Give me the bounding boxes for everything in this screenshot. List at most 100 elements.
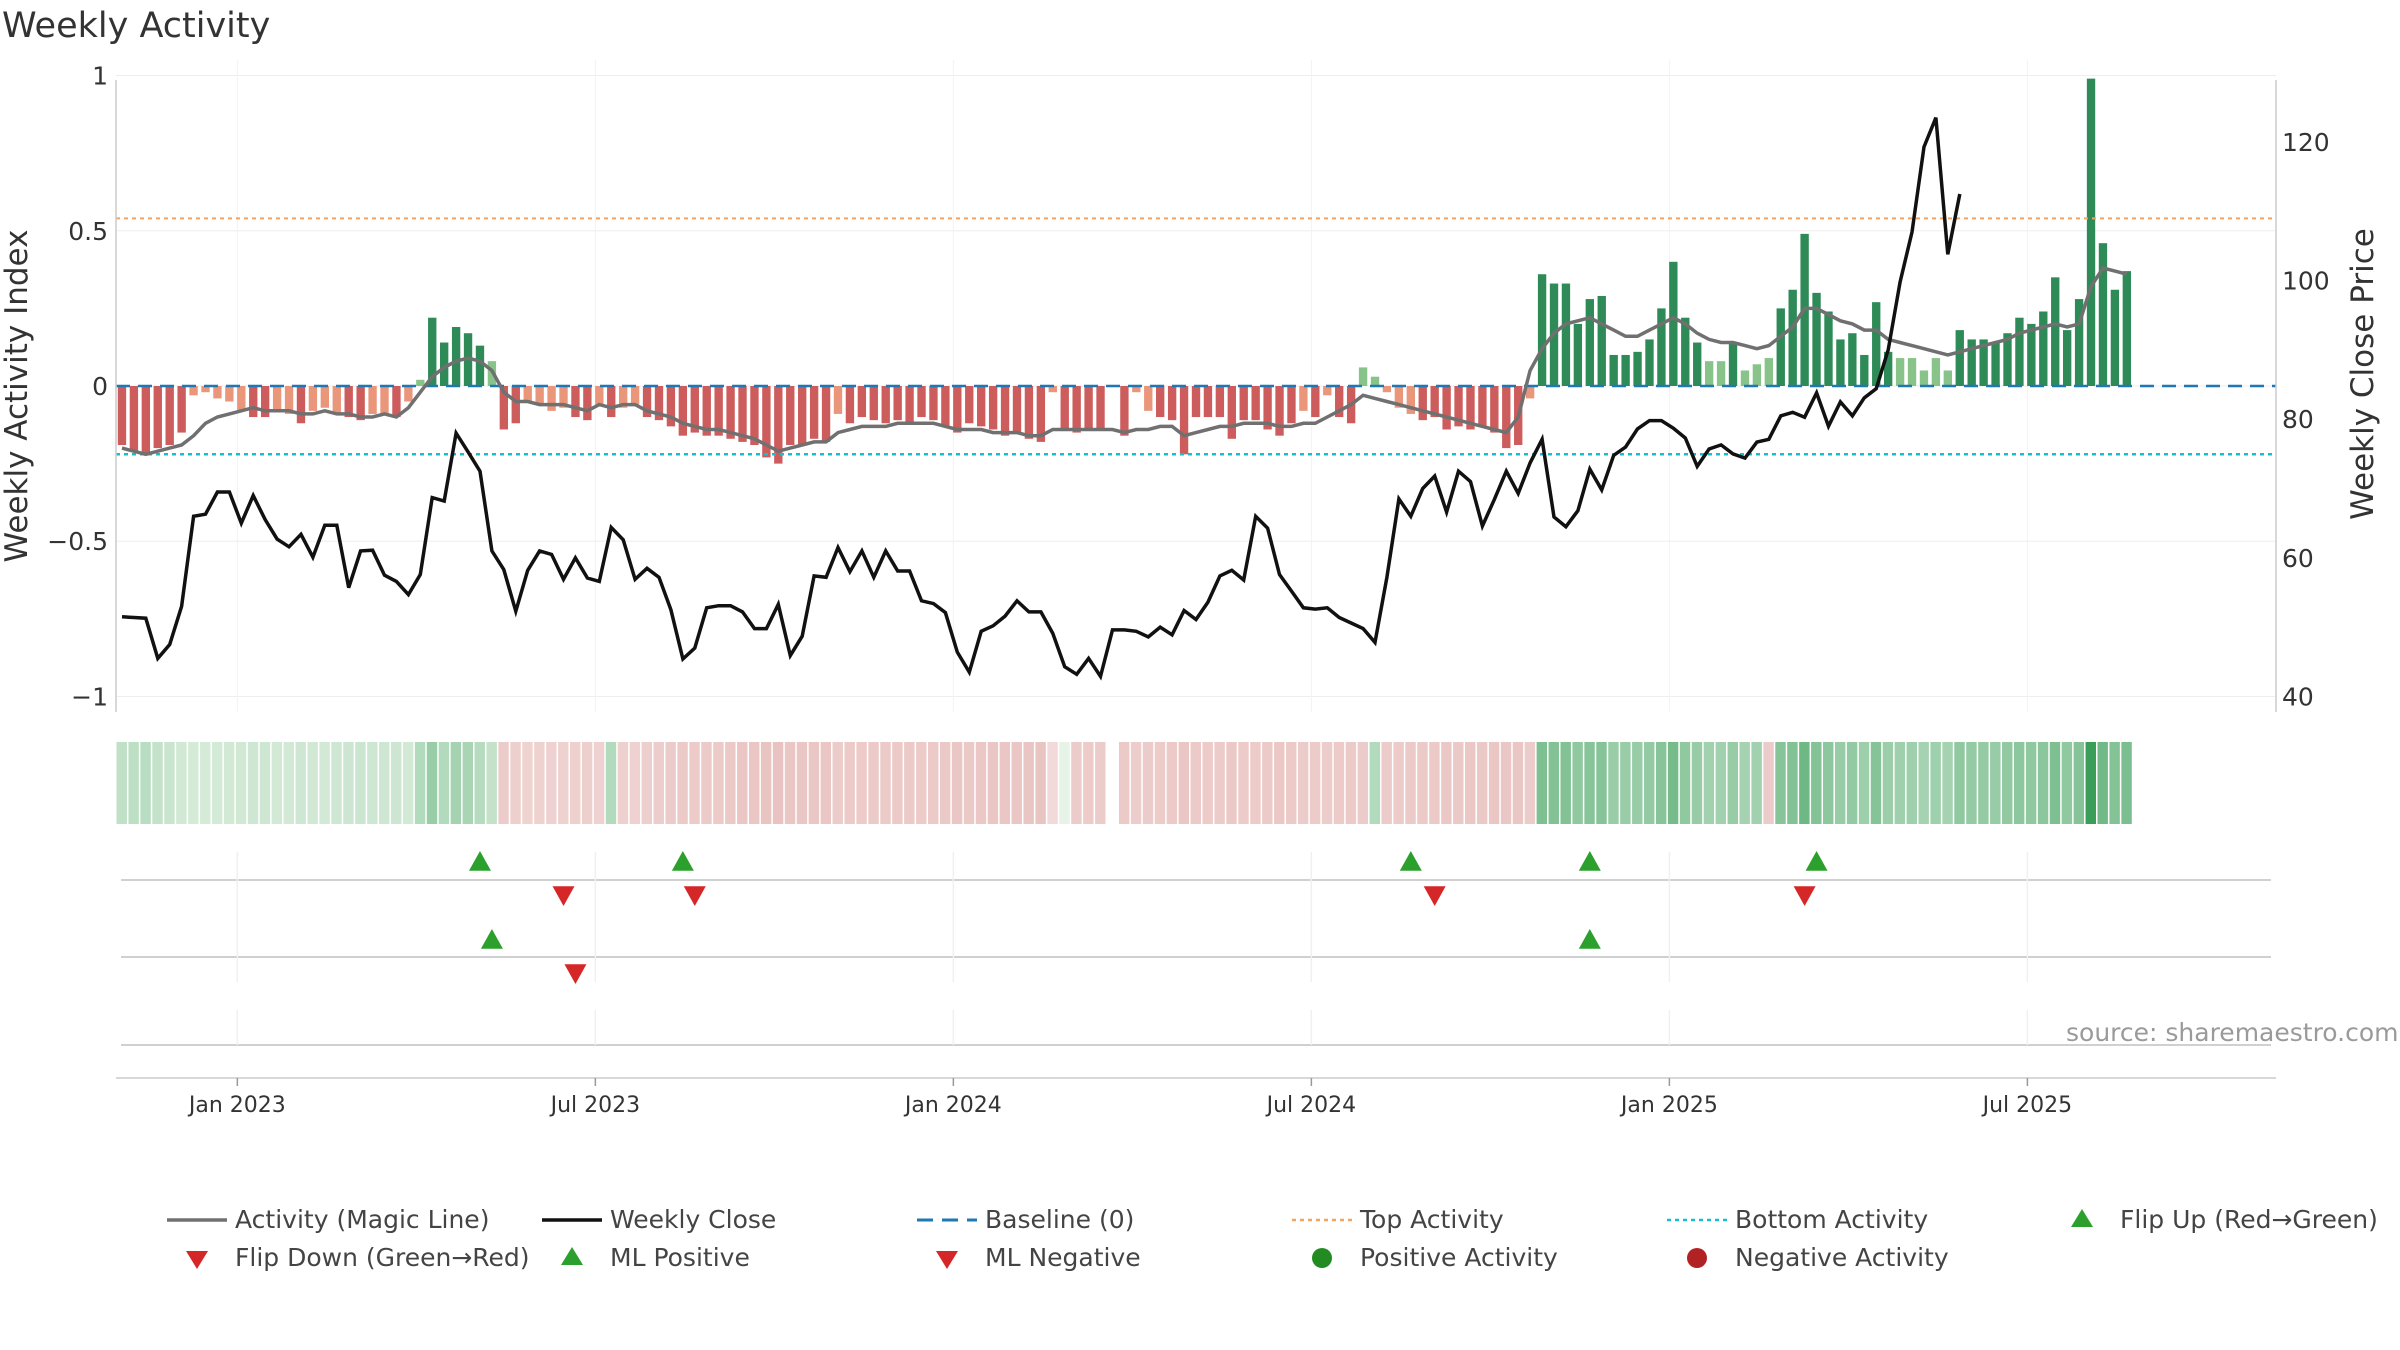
activity-bar xyxy=(809,386,819,439)
activity-bar xyxy=(619,386,628,408)
activity-bar xyxy=(1597,295,1606,386)
heat-cell xyxy=(1226,742,1237,824)
y2-tick-label: 40 xyxy=(2282,682,2314,711)
activity-bars xyxy=(117,78,2132,464)
heat-cell xyxy=(1858,742,1870,824)
ml-negative-marker xyxy=(564,964,587,984)
heat-cell xyxy=(569,742,581,824)
activity-bar xyxy=(1311,386,1320,418)
heat-cell xyxy=(1453,742,1464,824)
activity-bar xyxy=(1144,386,1153,411)
heat-cell xyxy=(1608,742,1619,824)
heat-cell xyxy=(1190,742,1201,824)
heat-cell xyxy=(748,742,760,824)
legend-item: ML Negative xyxy=(915,1243,1141,1272)
activity-bar xyxy=(2122,271,2132,386)
heat-cell xyxy=(1572,742,1583,824)
green-up-triangle-icon xyxy=(2050,1206,2120,1234)
legend-label: Flip Down (Green→Red) xyxy=(235,1243,530,1272)
heat-cell xyxy=(1059,742,1070,824)
heat-cell xyxy=(1739,742,1750,824)
heat-cell xyxy=(1667,742,1679,824)
legend-label: Top Activity xyxy=(1360,1205,1504,1234)
heat-cell xyxy=(641,742,653,824)
activity-bar xyxy=(965,386,974,424)
activity-bar xyxy=(2098,243,2108,386)
heat-cell xyxy=(701,742,712,824)
activity-bar xyxy=(1860,354,1869,386)
flip-up-marker xyxy=(468,851,491,871)
activity-bar xyxy=(1836,339,1845,386)
heat-cell xyxy=(1990,742,2001,824)
heat-cell xyxy=(1262,742,1273,824)
activity-bar xyxy=(1084,386,1093,430)
activity-bar xyxy=(296,386,306,424)
heat-cell xyxy=(808,742,820,824)
heat-cell xyxy=(629,742,641,824)
activity-bar xyxy=(1824,311,1833,386)
heat-cell xyxy=(307,742,318,824)
heat-cell xyxy=(2097,742,2108,824)
blue-dashed-line-icon xyxy=(915,1206,985,1234)
activity-bar xyxy=(1537,274,1547,386)
heat-cell xyxy=(999,742,1011,824)
activity-bar xyxy=(2074,299,2084,386)
heat-cell xyxy=(927,742,939,824)
activity-bar xyxy=(654,386,664,421)
activity-bar xyxy=(1382,386,1392,393)
activity-bar xyxy=(1955,330,1964,386)
gray-line-icon xyxy=(165,1206,235,1234)
heat-cell xyxy=(1345,742,1357,824)
x-tick-label: Jan 2025 xyxy=(1619,1093,1718,1118)
activity-bar xyxy=(475,345,485,386)
heat-cell xyxy=(390,742,402,824)
heat-cell xyxy=(1691,742,1703,824)
activity-bar xyxy=(977,386,986,427)
activity-bar xyxy=(1406,386,1415,414)
x-tick-label: Jan 2024 xyxy=(903,1093,1002,1118)
legend-label: Positive Activity xyxy=(1360,1243,1558,1272)
heat-cell xyxy=(581,742,593,824)
activity-bar xyxy=(1299,386,1308,411)
heat-cell xyxy=(951,742,963,824)
source-note: source: sharemaestro.com xyxy=(2066,1018,2399,1047)
heat-cell xyxy=(2013,742,2025,824)
heat-cell xyxy=(987,742,999,824)
heat-cell xyxy=(868,742,879,824)
activity-bar xyxy=(1478,386,1487,427)
heat-cell xyxy=(1787,742,1798,824)
heat-cell xyxy=(760,742,772,824)
activity-bar xyxy=(1323,386,1332,396)
heat-cell xyxy=(1214,742,1225,824)
heat-cell xyxy=(1846,742,1858,824)
activity-bar xyxy=(2086,78,2096,386)
activity-bar xyxy=(1215,386,1225,418)
heat-cell xyxy=(1811,742,1822,824)
activity-bar xyxy=(1525,386,1535,399)
heat-cell xyxy=(1679,742,1691,824)
heat-cell xyxy=(1011,742,1022,824)
activity-bar xyxy=(1967,339,1976,386)
heat-cell xyxy=(1500,742,1512,824)
y2-tick-label: 80 xyxy=(2282,405,2314,434)
heat-cell xyxy=(1321,742,1333,824)
ml-positive-marker xyxy=(1578,929,1601,949)
activity-bar xyxy=(2015,317,2024,386)
legend-item: Flip Up (Red→Green) xyxy=(2050,1205,2378,1234)
activity-bar xyxy=(881,386,890,424)
heat-cell xyxy=(1906,742,1917,824)
y2-tick-label: 120 xyxy=(2282,128,2330,157)
legend-item: Flip Down (Green→Red) xyxy=(165,1243,530,1272)
activity-bar xyxy=(595,386,604,405)
heat-cell xyxy=(1429,742,1440,824)
weekly-close-line xyxy=(121,117,1962,681)
activity-bar xyxy=(380,386,389,414)
activity-bar xyxy=(392,386,401,418)
activity-bar xyxy=(905,386,914,424)
heat-cell xyxy=(319,742,330,824)
activity-bar xyxy=(177,386,186,433)
activity-bar xyxy=(1848,333,1857,386)
activity-bar xyxy=(499,386,509,430)
heat-cell xyxy=(1309,742,1321,824)
